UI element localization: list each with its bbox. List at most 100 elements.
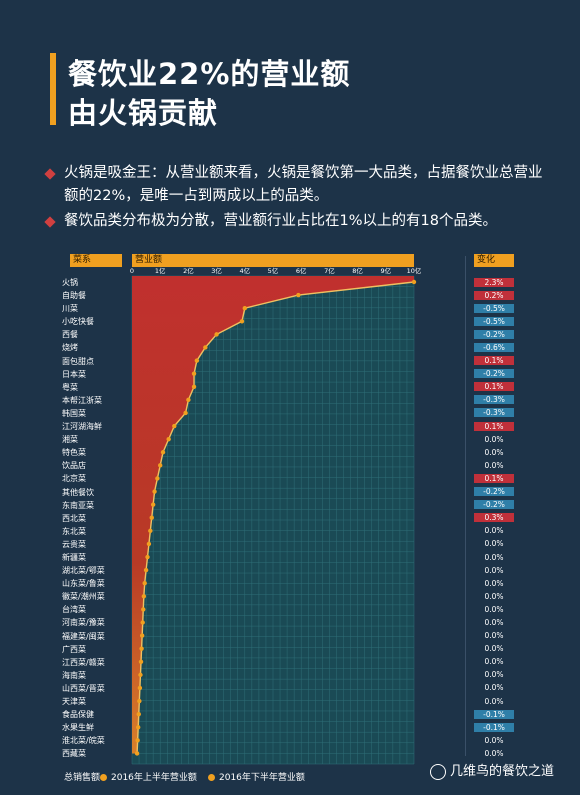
category-label: 广西菜 [62, 644, 86, 654]
category-label: 自助餐 [62, 291, 86, 301]
header-change: 变化 [474, 254, 514, 267]
change-badge: 0.0% [484, 539, 504, 549]
x-tick-label: 6亿 [296, 266, 307, 275]
change-badge: -0.1% [474, 709, 514, 719]
change-badge: -0.3% [474, 395, 514, 405]
category-label: 云贵菜 [62, 539, 86, 549]
data-point [139, 646, 144, 651]
change-badge: 0.0% [484, 434, 504, 444]
data-point [158, 463, 163, 468]
change-badge: 0.0% [484, 748, 504, 758]
category-label: 湖北菜/鄂菜 [62, 566, 105, 576]
wechat-icon [430, 763, 446, 780]
change-badge: 0.0% [484, 591, 504, 601]
change-badge: 0.0% [484, 735, 504, 745]
data-point [136, 711, 141, 717]
data-point [134, 751, 140, 756]
change-badge: -0.2% [474, 329, 514, 339]
category-label: 西北菜 [62, 513, 86, 523]
category-label: 火锅 [62, 278, 78, 287]
category-label: 东北菜 [62, 526, 86, 536]
data-point [140, 620, 145, 625]
category-label: 海南菜 [62, 670, 86, 680]
category-label: 食品保健 [62, 710, 94, 720]
x-tick-label: 9亿 [380, 266, 391, 275]
change-badge: -0.3% [474, 408, 514, 418]
change-badge: 0.0% [484, 526, 504, 536]
category-label: 西藏菜 [62, 749, 86, 759]
category-label: 烧烤 [62, 343, 78, 353]
data-point [148, 528, 153, 534]
category-label: 江西菜/赣菜 [62, 657, 105, 667]
category-label: 新疆菜 [62, 553, 86, 562]
change-badge: 0.2% [474, 290, 514, 300]
category-label: 粤菜 [62, 382, 78, 392]
x-tick-label: 7亿 [324, 266, 335, 275]
change-badge: 0.0% [484, 644, 504, 654]
category-label: 河南菜/豫菜 [62, 618, 105, 628]
x-tick-label: 10亿 [407, 266, 422, 275]
bullet-2: 餐饮品类分布极为分散，营业额行业占比在1%以上的有18个品类。 [44, 210, 554, 233]
data-point [166, 436, 171, 442]
category-label: 东南亚菜 [62, 500, 94, 510]
x-tick-label: 5亿 [268, 266, 279, 275]
data-point [152, 489, 157, 494]
category-label: 山东菜/鲁菜 [62, 579, 105, 589]
data-point [172, 423, 177, 429]
category-label: 小吃快餐 [62, 317, 94, 327]
data-point [183, 410, 188, 416]
data-point [138, 659, 144, 664]
category-label: 台湾菜 [62, 605, 86, 615]
change-badge: 0.0% [484, 460, 504, 470]
change-badge: -0.1% [474, 722, 514, 732]
bullet-1: 火锅是吸金王：从营业额来看，火锅是餐饮第一大品类，占据餐饮业总营业额的22%，是… [44, 162, 554, 208]
data-point [411, 279, 417, 285]
data-point [141, 594, 147, 599]
x-tick-label: 8亿 [352, 266, 363, 275]
change-badge: 0.1% [474, 356, 514, 366]
change-badge: 0.0% [484, 552, 504, 562]
category-label: 韩国菜 [62, 408, 86, 418]
data-point [191, 384, 197, 389]
change-badge: 0.0% [484, 617, 504, 627]
change-badge: 0.0% [484, 578, 504, 588]
data-point [137, 685, 143, 691]
title-accent-bar [50, 53, 56, 125]
data-point [186, 397, 191, 403]
legend-h2-swatch [208, 774, 215, 781]
data-point [149, 515, 154, 520]
data-point [138, 672, 143, 678]
data-point [194, 358, 200, 363]
data-point [135, 738, 140, 743]
x-tick-label: 2亿 [183, 266, 194, 275]
data-point [145, 554, 150, 560]
legend-total-label: 总销售额 [64, 773, 101, 783]
data-point [150, 502, 156, 507]
change-badge: -0.5% [474, 303, 514, 313]
data-point [137, 698, 142, 704]
change-badge: 0.0% [484, 670, 504, 680]
change-badge: 2.3% [474, 277, 514, 287]
legend-h1-text: 2016年上半年营业额 [111, 773, 197, 783]
bullet-1-text: 火锅是吸金王：从营业额来看，火锅是餐饮第一大品类，占据餐饮业总营业额的22%，是… [64, 165, 543, 204]
change-badge: -0.2% [474, 369, 514, 379]
page-title-line1: 餐饮业22%的营业额 [68, 57, 351, 91]
change-badge: -0.2% [474, 500, 514, 510]
data-point [146, 541, 152, 547]
area-fill [132, 276, 414, 754]
category-label: 本帮江浙菜 [62, 395, 102, 405]
category-label: 山西菜/晋菜 [62, 683, 105, 693]
legend-h2-text: 2016年下半年营业额 [219, 773, 305, 783]
category-label: 徽菜/潮州菜 [62, 592, 105, 602]
category-label: 饮品店 [62, 461, 86, 471]
category-label: 淮北菜/皖菜 [62, 736, 105, 746]
data-point [160, 450, 166, 455]
category-label: 福建菜/闽菜 [62, 631, 105, 641]
data-point [191, 371, 197, 376]
data-point [155, 476, 160, 481]
legend-h2: 2016年下半年营业额 [208, 770, 305, 783]
change-badge: 0.0% [484, 447, 504, 457]
legend-h1-swatch [100, 774, 107, 781]
x-tick-label: 1亿 [155, 266, 166, 275]
category-label: 其他餐饮 [62, 487, 94, 497]
